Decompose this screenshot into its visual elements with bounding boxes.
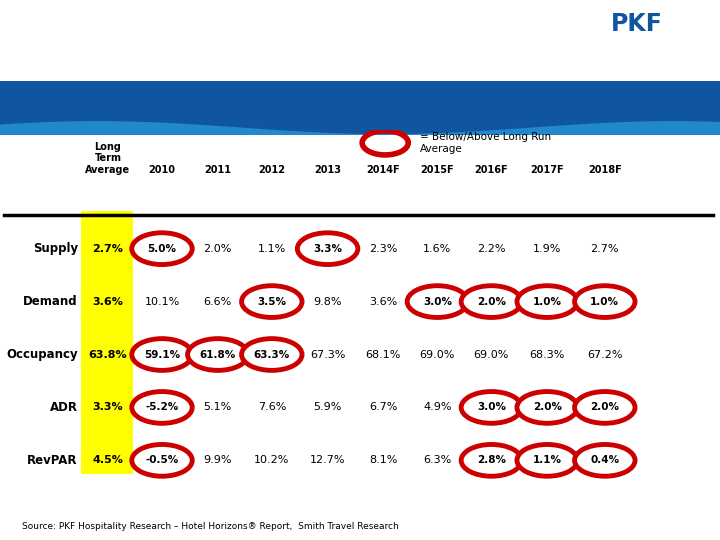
Text: 69.0%: 69.0% — [474, 349, 509, 360]
Text: 5.0%: 5.0% — [148, 244, 176, 254]
Circle shape — [517, 392, 577, 423]
Text: 61.8%: 61.8% — [199, 349, 236, 360]
Text: -0.5%: -0.5% — [145, 455, 179, 465]
Circle shape — [297, 233, 358, 265]
Text: 68.1%: 68.1% — [366, 349, 401, 360]
Text: A CBRE COMPANY: A CBRE COMPANY — [613, 77, 662, 82]
Circle shape — [132, 233, 192, 265]
Text: 5.9%: 5.9% — [313, 402, 342, 413]
Circle shape — [132, 392, 192, 423]
Circle shape — [242, 339, 302, 370]
Text: 1.0%: 1.0% — [533, 296, 562, 307]
Circle shape — [407, 286, 468, 318]
Text: 68.3%: 68.3% — [529, 349, 565, 360]
Text: 3.3%: 3.3% — [93, 402, 123, 413]
Text: 2.0%: 2.0% — [533, 402, 562, 413]
Text: 2011: 2011 — [204, 165, 231, 175]
Text: 2.0%: 2.0% — [590, 402, 619, 413]
Circle shape — [461, 286, 521, 318]
Circle shape — [517, 444, 577, 476]
Text: 2.2%: 2.2% — [477, 244, 505, 254]
Text: 5.1%: 5.1% — [204, 402, 232, 413]
Text: 10.1%: 10.1% — [145, 296, 179, 307]
Circle shape — [517, 286, 577, 318]
Text: 1.6%: 1.6% — [423, 244, 451, 254]
Circle shape — [461, 444, 521, 476]
Text: USA: USA — [627, 65, 647, 73]
Text: 2016F: 2016F — [474, 165, 508, 175]
Text: Demand: Demand — [23, 295, 78, 308]
Text: 2.7%: 2.7% — [93, 244, 123, 254]
Text: 1.0%: 1.0% — [590, 296, 619, 307]
Circle shape — [575, 444, 635, 476]
Text: ADR: ADR — [50, 401, 78, 414]
Text: = Below/Above Long Run
Average: = Below/Above Long Run Average — [420, 132, 551, 154]
Text: 63.3%: 63.3% — [253, 349, 290, 360]
Circle shape — [132, 444, 192, 476]
Circle shape — [575, 286, 635, 318]
Text: PKF: PKF — [611, 12, 663, 36]
Text: 67.3%: 67.3% — [310, 349, 346, 360]
Text: Supply: Supply — [32, 242, 78, 255]
Text: CONSULTING: CONSULTING — [610, 54, 665, 63]
Text: 2010: 2010 — [148, 165, 176, 175]
Text: 3.3%: 3.3% — [313, 244, 342, 254]
Text: 2013: 2013 — [314, 165, 341, 175]
Circle shape — [242, 286, 302, 318]
Text: Source: PKF Hospitality Research – Hotel Horizons® Report,  Smith Travel Researc: Source: PKF Hospitality Research – Hotel… — [22, 522, 398, 531]
Text: 1.9%: 1.9% — [533, 244, 562, 254]
Text: 2.3%: 2.3% — [369, 244, 397, 254]
Circle shape — [575, 392, 635, 423]
Text: 4.5%: 4.5% — [93, 455, 123, 465]
Circle shape — [461, 392, 521, 423]
Text: Occupancy: Occupancy — [6, 348, 78, 361]
Text: Long
Term
Average: Long Term Average — [86, 142, 130, 175]
Text: 6.6%: 6.6% — [204, 296, 232, 307]
Text: 2014F: 2014F — [366, 165, 400, 175]
Text: 63.8%: 63.8% — [89, 349, 127, 360]
Text: 7.6%: 7.6% — [258, 402, 286, 413]
Text: 3.6%: 3.6% — [93, 296, 123, 307]
Text: 9.8%: 9.8% — [313, 296, 342, 307]
Text: 59.1%: 59.1% — [144, 349, 180, 360]
Text: Austin: Lower-Priced: Austin: Lower-Priced — [22, 32, 348, 60]
Circle shape — [132, 339, 192, 370]
Text: 4.9%: 4.9% — [423, 402, 451, 413]
Text: 3.0%: 3.0% — [423, 296, 452, 307]
Text: 2.7%: 2.7% — [590, 244, 619, 254]
FancyBboxPatch shape — [569, 4, 706, 48]
Text: 0.4%: 0.4% — [590, 455, 619, 465]
Text: 10.2%: 10.2% — [254, 455, 289, 465]
Text: 3.0%: 3.0% — [477, 402, 506, 413]
Text: 3.5%: 3.5% — [257, 296, 287, 307]
FancyBboxPatch shape — [81, 211, 133, 474]
Text: -5.2%: -5.2% — [145, 402, 179, 413]
Text: 2.0%: 2.0% — [477, 296, 506, 307]
Text: 6.3%: 6.3% — [423, 455, 451, 465]
Circle shape — [187, 339, 248, 370]
Text: 6.7%: 6.7% — [369, 402, 397, 413]
Text: 2018F: 2018F — [588, 165, 621, 175]
Text: 2017F: 2017F — [531, 165, 564, 175]
Text: 1.1%: 1.1% — [533, 455, 562, 465]
Text: 67.2%: 67.2% — [587, 349, 623, 360]
Text: 9.9%: 9.9% — [204, 455, 232, 465]
Text: 69.0%: 69.0% — [420, 349, 455, 360]
Text: 2012: 2012 — [258, 165, 285, 175]
Text: 12.7%: 12.7% — [310, 455, 346, 465]
Text: 2.0%: 2.0% — [204, 244, 232, 254]
Text: 2015F: 2015F — [420, 165, 454, 175]
Text: 3.6%: 3.6% — [369, 296, 397, 307]
Text: 1.1%: 1.1% — [258, 244, 286, 254]
Text: 8.1%: 8.1% — [369, 455, 397, 465]
Text: 2.8%: 2.8% — [477, 455, 506, 465]
Text: RevPAR: RevPAR — [27, 454, 78, 467]
